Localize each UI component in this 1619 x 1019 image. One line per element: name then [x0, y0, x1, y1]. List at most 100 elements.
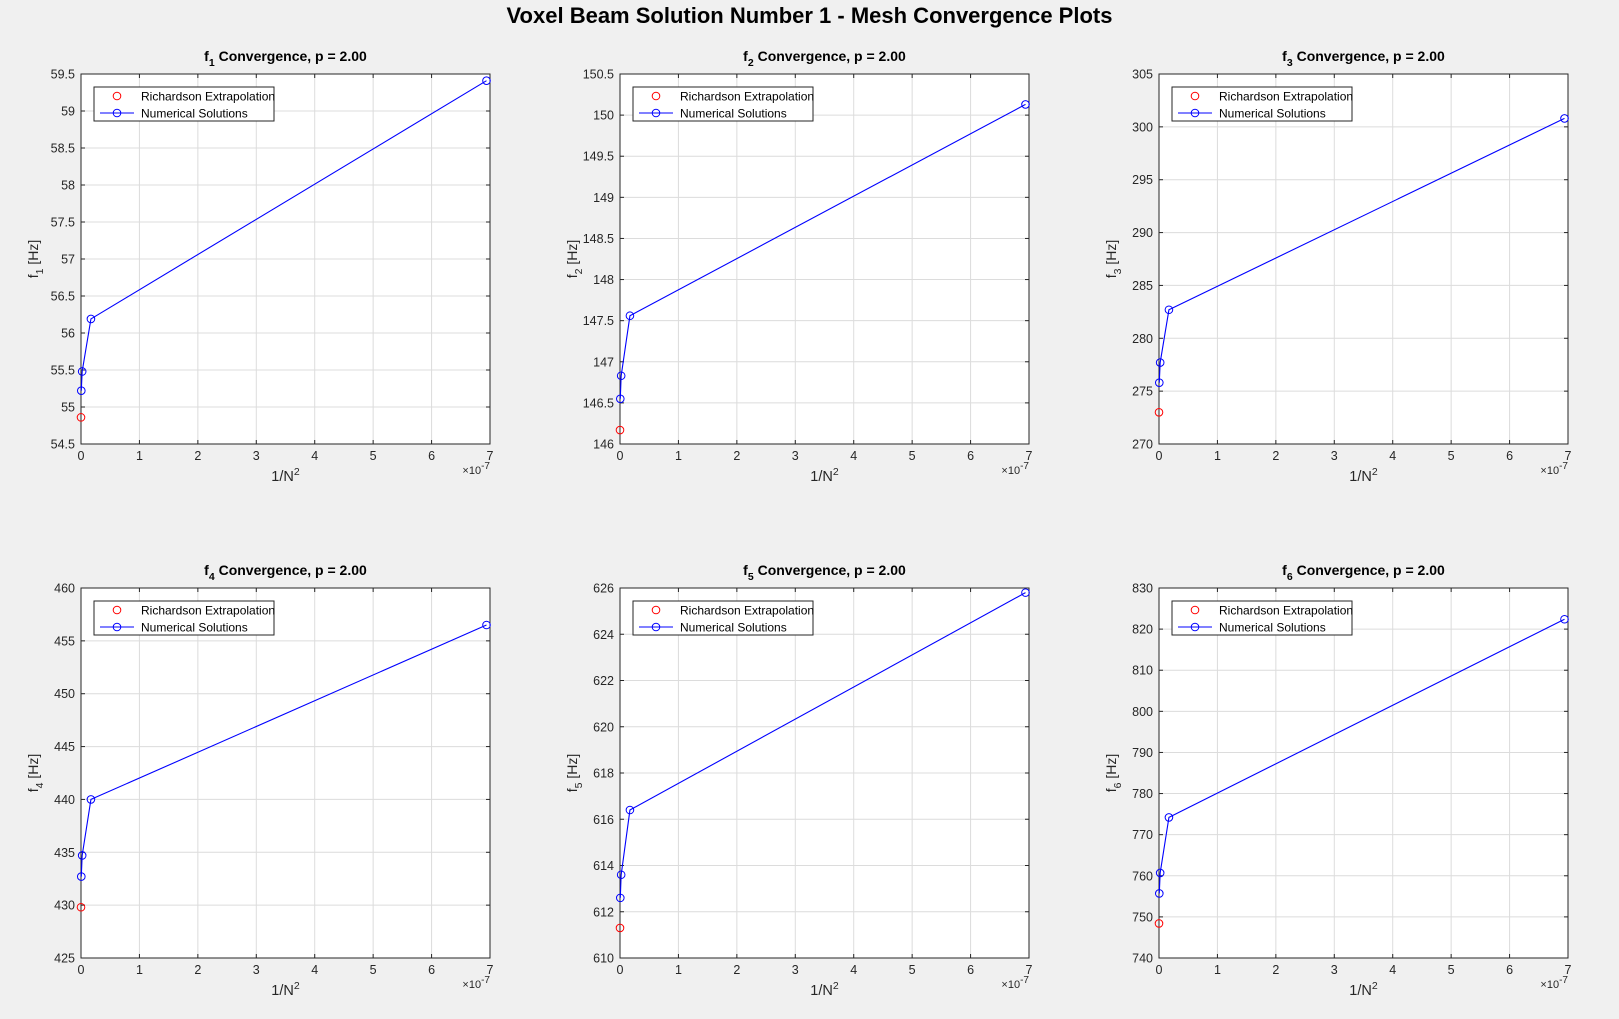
- y-tick-label: 425: [54, 952, 75, 966]
- y-tick-label: 150: [593, 109, 614, 123]
- numerical-point: [1021, 100, 1030, 109]
- legend-marker: [112, 108, 122, 118]
- x-tick-label: 2: [733, 449, 740, 463]
- axes-box: [619, 73, 1030, 445]
- y-tick-label: 148: [593, 273, 614, 287]
- y-tick-label: 149.5: [583, 150, 614, 164]
- x-tick-label: 6: [967, 963, 974, 977]
- y-tick-label: 55.5: [51, 364, 75, 378]
- legend-label: Numerical Solutions: [680, 107, 787, 121]
- x-axis-label: 1/N2: [810, 980, 839, 999]
- y-tick-label: 750: [1132, 910, 1153, 924]
- subplot-title: f1 Convergence, p = 2.00: [204, 48, 367, 69]
- y-tick-label: 620: [593, 720, 614, 734]
- x-tick-label: 7: [487, 449, 494, 463]
- x-axis-label: 1/N2: [1349, 980, 1378, 999]
- legend-marker: [651, 605, 661, 615]
- subplot-title: f4 Convergence, p = 2.00: [204, 562, 367, 583]
- x-tick-label: 7: [1565, 963, 1572, 977]
- y-tick-label: 800: [1132, 705, 1153, 719]
- legend-box: [632, 86, 814, 122]
- x-tick-label: 1: [1214, 449, 1221, 463]
- numerical-point: [616, 870, 626, 880]
- y-tick-label: 455: [54, 634, 75, 648]
- numerical-point: [1154, 889, 1164, 898]
- series-line-numerical: [619, 592, 1026, 898]
- y-tick-label: 58: [61, 179, 75, 193]
- y-tick-label: 147.5: [583, 314, 614, 328]
- plot-area: [620, 74, 1029, 444]
- numerical-point: [1154, 378, 1164, 387]
- y-tick-label: 290: [1132, 226, 1153, 240]
- x-tick-label: 4: [850, 449, 857, 463]
- figure-title: Voxel Beam Solution Number 1 - Mesh Conv…: [506, 3, 1113, 28]
- legend-marker: [112, 91, 122, 101]
- x-exponent-label: ×10-7: [1540, 461, 1568, 477]
- x-tick-label: 0: [617, 449, 624, 463]
- y-tick-label: 770: [1132, 828, 1153, 842]
- numerical-point: [1560, 614, 1569, 624]
- y-tick-label: 624: [593, 628, 614, 642]
- y-tick-label: 440: [54, 793, 75, 807]
- y-tick-label: 612: [593, 905, 614, 919]
- numerical-point: [1560, 114, 1569, 123]
- x-tick-label: 4: [1389, 449, 1396, 463]
- y-axis-label: f3 [Hz]: [1103, 240, 1124, 279]
- y-tick-label: 285: [1132, 279, 1153, 293]
- y-tick-label: 149: [593, 191, 614, 205]
- x-tick-label: 0: [78, 963, 85, 977]
- numerical-point: [1155, 358, 1165, 367]
- y-axis-label: f5 [Hz]: [564, 754, 585, 793]
- y-tick-label: 760: [1132, 869, 1153, 883]
- richardson-point: [1154, 407, 1164, 417]
- y-tick-label: 56.5: [51, 290, 75, 304]
- y-tick-label: 57.5: [51, 216, 75, 230]
- axes-box: [80, 587, 491, 959]
- series-line-numerical: [1158, 618, 1565, 894]
- numerical-point: [77, 851, 87, 860]
- x-tick-label: 1: [675, 963, 682, 977]
- x-tick-label: 5: [909, 963, 916, 977]
- x-tick-label: 0: [78, 449, 85, 463]
- numerical-point: [76, 386, 86, 396]
- y-tick-label: 618: [593, 767, 614, 781]
- numerical-point: [616, 371, 626, 381]
- y-tick-label: 147: [593, 355, 614, 369]
- subplot-title: f6 Convergence, p = 2.00: [1282, 562, 1445, 583]
- x-tick-label: 6: [967, 449, 974, 463]
- legend-marker: [1190, 622, 1200, 632]
- x-tick-label: 7: [1026, 449, 1033, 463]
- y-tick-label: 56: [61, 327, 75, 341]
- richardson-point: [76, 902, 86, 912]
- x-tick-label: 5: [1448, 449, 1455, 463]
- x-tick-label: 3: [792, 449, 799, 463]
- x-tick-label: 4: [311, 449, 318, 463]
- legend-marker: [651, 108, 661, 118]
- x-tick-label: 0: [1156, 963, 1163, 977]
- y-tick-label: 57: [61, 253, 75, 267]
- x-tick-label: 0: [1156, 449, 1163, 463]
- x-tick-label: 3: [253, 449, 260, 463]
- x-tick-label: 2: [194, 449, 201, 463]
- subplot-title: f2 Convergence, p = 2.00: [743, 48, 906, 69]
- numerical-point: [86, 314, 96, 324]
- y-tick-label: 54.5: [51, 438, 75, 452]
- legend-marker: [1190, 605, 1200, 615]
- x-tick-label: 3: [792, 963, 799, 977]
- x-tick-label: 1: [136, 449, 143, 463]
- legend-label: Richardson Extrapolation: [680, 604, 814, 618]
- x-tick-label: 3: [1331, 449, 1338, 463]
- y-axis-label: f4 [Hz]: [25, 754, 46, 793]
- y-axis-label: f2 [Hz]: [564, 240, 585, 279]
- richardson-point: [615, 923, 625, 933]
- x-tick-label: 7: [487, 963, 494, 977]
- x-exponent-label: ×10-7: [462, 461, 490, 477]
- y-axis-label: f1 [Hz]: [25, 240, 46, 279]
- numerical-point: [615, 394, 625, 404]
- x-tick-label: 3: [1331, 963, 1338, 977]
- numerical-point: [86, 795, 96, 804]
- y-tick-label: 614: [593, 859, 614, 873]
- x-tick-label: 7: [1565, 449, 1572, 463]
- subplot-title: f5 Convergence, p = 2.00: [743, 562, 906, 583]
